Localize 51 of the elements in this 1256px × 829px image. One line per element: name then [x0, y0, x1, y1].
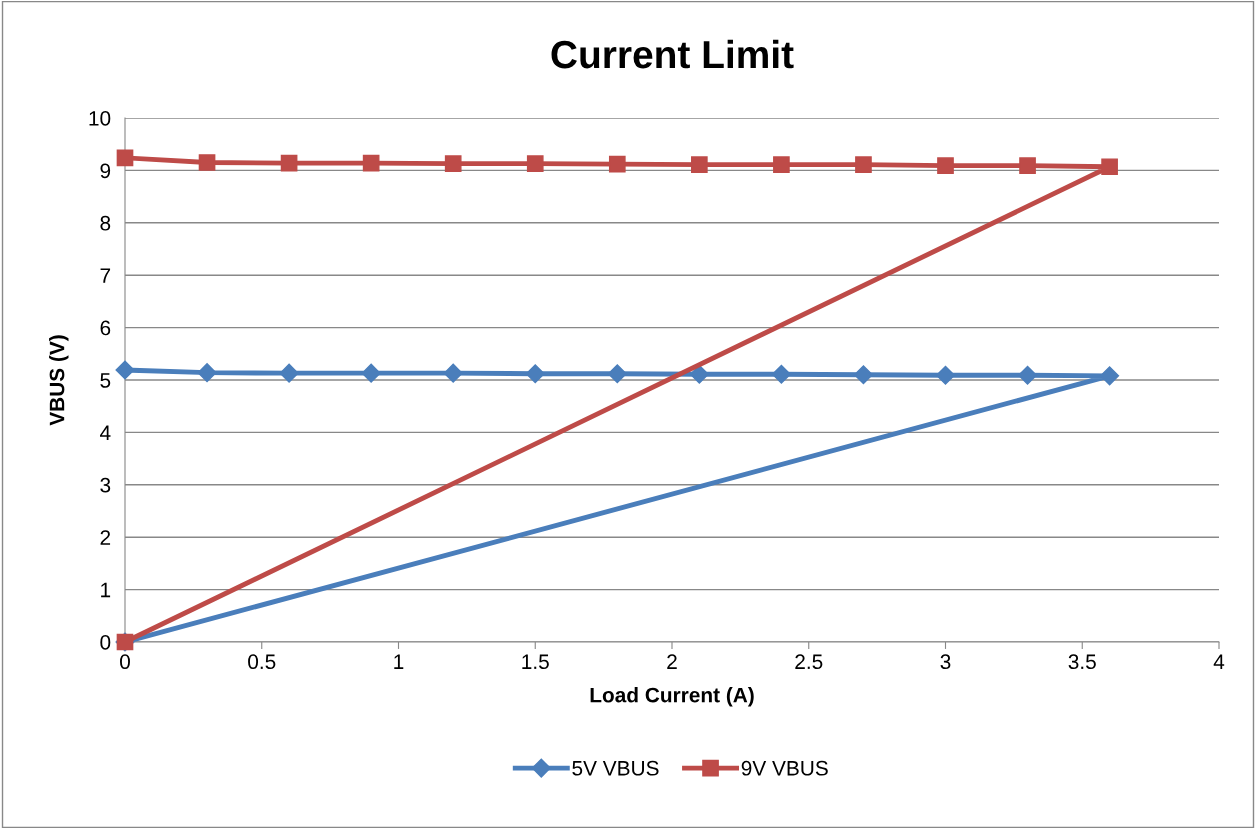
y-tick-label: 6	[100, 320, 111, 336]
x-tick-label: 3	[940, 654, 951, 670]
x-tick-label: 4	[1213, 654, 1225, 669]
legend-label: 9V VBUS	[741, 760, 828, 776]
point	[855, 156, 872, 173]
point	[443, 363, 463, 383]
y-tick-label: 1	[101, 582, 111, 598]
x-tick-label: 0.5	[248, 654, 276, 670]
point	[773, 156, 790, 173]
y-tick-label: 7	[100, 268, 111, 283]
y-tick-label: 2	[100, 530, 111, 545]
point	[853, 365, 873, 385]
point	[1018, 365, 1038, 385]
point	[525, 364, 545, 384]
x-tick-label: 0	[120, 654, 130, 670]
y-tick-label: 10	[89, 111, 111, 126]
point	[197, 363, 217, 383]
point	[279, 363, 299, 383]
x-tick-label: 2.5	[795, 654, 823, 670]
point	[691, 156, 708, 173]
x-tick-label: 3.5	[1068, 654, 1096, 670]
chart-title: Current Limit	[551, 39, 794, 69]
y-tick-label: 9	[100, 163, 111, 179]
y-tick-label: 4	[100, 425, 111, 440]
point	[607, 364, 627, 384]
point	[116, 149, 134, 167]
point	[1019, 157, 1036, 175]
point	[526, 155, 544, 172]
point	[1101, 158, 1118, 176]
point	[937, 157, 954, 175]
point	[1100, 366, 1120, 386]
point	[280, 154, 298, 172]
y-tick-label: 0	[100, 635, 111, 650]
point	[444, 155, 462, 172]
point	[198, 154, 216, 171]
x-axis-title: Load Current (A)	[590, 687, 754, 707]
y-tick-label: 8	[100, 215, 111, 231]
legend-label: 5V VBUS	[572, 760, 659, 776]
x-tick-label: 2	[667, 654, 677, 669]
point	[689, 364, 709, 384]
point	[362, 154, 380, 172]
x-tick-label: 1.5	[522, 654, 549, 670]
y-axis-title: VBUS (V)	[49, 335, 69, 426]
point	[935, 365, 956, 385]
point	[115, 360, 135, 380]
x-tick-label: 1	[394, 654, 404, 669]
point	[771, 364, 791, 384]
point	[608, 155, 626, 173]
y-tick-label: 3	[100, 477, 111, 493]
point	[361, 363, 381, 383]
y-tick-label: 5	[100, 373, 111, 388]
